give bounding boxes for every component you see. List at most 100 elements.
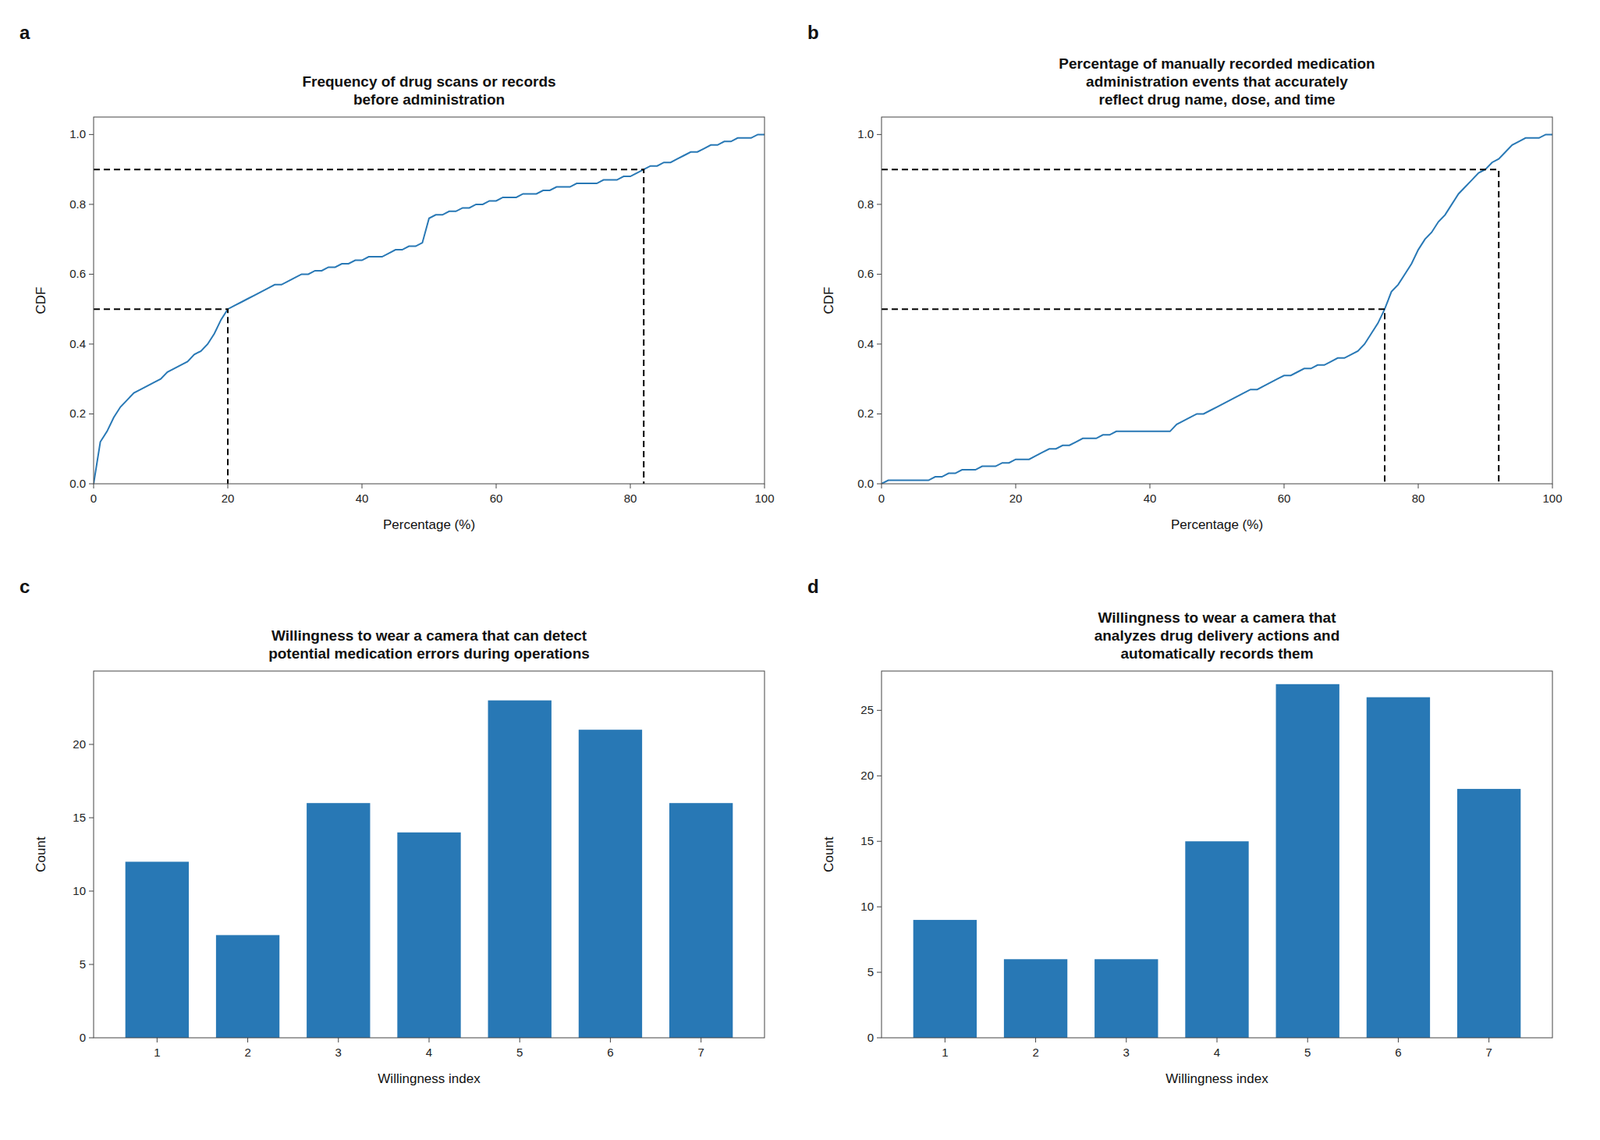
x-tick [764, 483, 766, 489]
x-tick-label: 100 [754, 491, 774, 505]
y-tick-label: 0.6 [857, 266, 874, 281]
cdf-line [881, 134, 1553, 484]
x-tick [519, 1037, 521, 1043]
plot-frame [881, 117, 1553, 484]
y-tick [876, 840, 882, 842]
y-tick [88, 964, 94, 965]
bar [669, 802, 733, 1038]
x-tick [610, 1037, 611, 1043]
x-tick [1125, 1037, 1127, 1043]
bar [1457, 788, 1521, 1038]
x-tick [1488, 1037, 1490, 1043]
plot-area [881, 134, 1553, 484]
title-line: before administration [353, 91, 505, 108]
y-tick [88, 483, 94, 485]
y-tick [876, 483, 882, 485]
y-tick [876, 709, 882, 711]
x-tick [1216, 1037, 1218, 1043]
y-tick-label: 5 [79, 957, 86, 971]
panel: 0.00.20.40.60.81.0020406080100Percentage… [19, 21, 775, 533]
x-tick [1035, 1037, 1036, 1043]
x-tick [1284, 483, 1285, 489]
x-tick-label: 0 [90, 491, 97, 505]
y-tick-label: 0 [867, 1030, 874, 1044]
title-line: administration events that accurately [1085, 73, 1349, 90]
title: Willingness to wear a camera thatanalyze… [1094, 609, 1341, 662]
y-tick-label: 0 [79, 1030, 86, 1044]
y-tick [876, 343, 882, 345]
y-tick-label: 20 [72, 737, 86, 751]
x-tick-label: 5 [1304, 1045, 1311, 1059]
panel-label: c [19, 575, 30, 597]
x-tick [1552, 483, 1554, 489]
y-tick [88, 744, 94, 746]
y-tick-label: 1.0 [857, 127, 874, 141]
x-tick [700, 1037, 702, 1043]
title: Willingness to wear a camera that can de… [268, 627, 590, 662]
panel: 05101520251234567Willingness indexCountW… [807, 575, 1553, 1086]
y-tick [88, 134, 94, 135]
y-tick [88, 817, 94, 819]
x-tick-label: 0 [878, 491, 885, 505]
bar [306, 802, 370, 1038]
x-tick-label: 40 [355, 491, 369, 505]
y-tick [88, 203, 94, 205]
title-line: automatically records them [1120, 645, 1313, 662]
x-axis-label: Percentage (%) [383, 517, 476, 533]
y-tick [876, 775, 882, 777]
x-tick [1397, 1037, 1399, 1043]
x-tick [156, 1037, 158, 1043]
title-line: Willingness to wear a camera that can de… [271, 627, 588, 644]
x-tick-label: 80 [624, 491, 638, 505]
y-tick [876, 972, 882, 973]
reference-line [881, 308, 1385, 484]
x-tick-label: 60 [1277, 491, 1292, 505]
x-tick-label: 3 [1123, 1045, 1130, 1059]
plot-area [93, 134, 765, 484]
bar [1276, 684, 1340, 1038]
y-tick-label: 0.8 [69, 197, 86, 211]
x-tick [361, 483, 363, 489]
y-tick-label: 1.0 [69, 127, 86, 141]
bar [488, 700, 552, 1038]
background [0, 0, 1600, 1140]
x-tick-label: 4 [1213, 1045, 1221, 1059]
y-tick [88, 343, 94, 345]
y-axis-label: CDF [33, 287, 49, 315]
x-tick-label: 1 [941, 1045, 948, 1059]
cdf-line [93, 134, 765, 484]
y-tick-label: 20 [860, 768, 874, 782]
x-tick-label: 6 [606, 1045, 614, 1059]
x-tick [1418, 483, 1420, 489]
x-tick [944, 1037, 946, 1043]
panel: 0.00.20.40.60.81.0020406080100Percentage… [807, 21, 1563, 533]
y-tick-label: 0.2 [69, 406, 86, 420]
x-tick-label: 20 [1009, 491, 1023, 505]
y-tick [876, 273, 882, 275]
x-tick [227, 483, 229, 489]
reference-line [93, 308, 228, 484]
y-tick-label: 0.4 [857, 337, 874, 351]
plot-frame [93, 670, 765, 1038]
y-axis-label: Count [33, 836, 49, 873]
y-tick [876, 906, 882, 908]
x-tick [881, 483, 883, 489]
bar [1184, 840, 1249, 1038]
y-tick [876, 413, 882, 415]
x-tick-label: 3 [335, 1045, 342, 1059]
x-tick [247, 1037, 249, 1043]
y-axis-label: CDF [821, 287, 837, 315]
x-tick [1307, 1037, 1309, 1043]
title-line: reflect drug name, dose, and time [1098, 91, 1335, 108]
bar [216, 934, 280, 1038]
x-tick-label: 2 [1032, 1045, 1039, 1059]
y-tick [876, 203, 882, 205]
title: Percentage of manually recorded medicati… [1058, 55, 1375, 108]
panel-label: a [19, 21, 31, 43]
bar [578, 729, 643, 1038]
y-tick-label: 25 [860, 702, 874, 717]
x-tick [630, 483, 632, 489]
y-tick-label: 15 [860, 833, 874, 848]
y-tick-label: 5 [867, 964, 874, 979]
y-tick [88, 890, 94, 892]
